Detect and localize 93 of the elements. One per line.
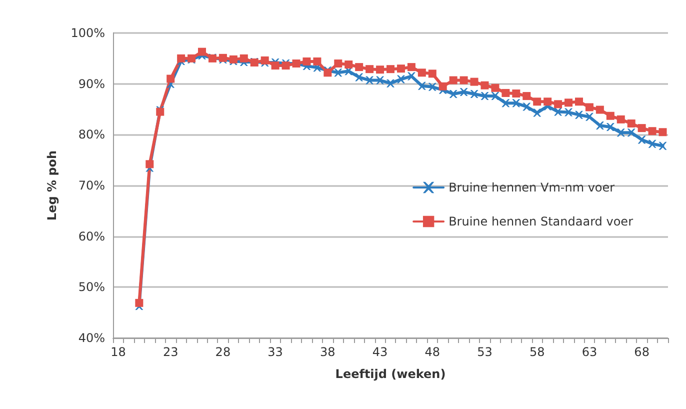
point [564, 98, 573, 107]
point [596, 106, 604, 114]
x-tick-label: 53 [477, 345, 492, 359]
x-tick-label: 68 [634, 345, 650, 359]
x-axis-title: Leeftijd (weken) [335, 367, 446, 381]
point [544, 98, 552, 106]
x-tick-label: 43 [372, 345, 388, 359]
point [376, 76, 384, 84]
y-tick-label: 90% [78, 76, 105, 91]
point [282, 62, 290, 70]
point [386, 65, 394, 74]
point [302, 57, 311, 66]
x-tick-label: 18 [110, 345, 126, 359]
point [648, 140, 656, 148]
point [533, 108, 542, 117]
point [533, 98, 542, 106]
point [512, 89, 520, 98]
point [366, 76, 374, 84]
point [438, 82, 447, 90]
x-tick-label: 38 [320, 345, 336, 359]
legend-label: Bruine hennen Vm-nm voer [448, 180, 615, 194]
point [334, 60, 342, 68]
point [470, 78, 478, 86]
point [344, 60, 353, 69]
point [449, 90, 458, 98]
point [512, 99, 520, 108]
point [554, 100, 562, 108]
point [396, 75, 405, 84]
point [658, 142, 667, 150]
point [146, 160, 154, 168]
point [502, 88, 510, 97]
x-tick-label: 58 [529, 345, 545, 359]
point [313, 57, 322, 66]
point [135, 298, 144, 307]
point [616, 115, 625, 124]
point [522, 102, 531, 111]
point [198, 48, 206, 56]
x-tick-label: 48 [424, 345, 440, 359]
x-tick-label: 23 [162, 345, 178, 359]
point [396, 64, 405, 73]
point [522, 92, 531, 100]
point [355, 63, 364, 72]
point [585, 112, 594, 121]
point [480, 81, 489, 90]
point [460, 76, 468, 84]
point [460, 88, 468, 96]
point [407, 63, 416, 72]
point [376, 66, 384, 74]
y-tick-label: 70% [78, 178, 105, 192]
point [491, 84, 500, 92]
point [606, 112, 614, 120]
point [596, 122, 604, 130]
point [366, 65, 374, 74]
point [658, 128, 667, 136]
point [638, 124, 646, 132]
y-tick-label: 80% [78, 128, 105, 142]
y-tick-label: 40% [78, 331, 105, 345]
point [418, 68, 426, 77]
point [428, 82, 436, 91]
y-tick-label: 60% [78, 229, 105, 244]
x-tick-label: 28 [215, 345, 231, 359]
y-axis-title: Leg % poh [45, 150, 59, 221]
point [564, 108, 573, 116]
point [648, 127, 656, 136]
point [177, 54, 186, 62]
point [502, 99, 510, 108]
point [574, 110, 583, 119]
point [638, 136, 646, 144]
point [491, 92, 500, 100]
point [574, 98, 583, 106]
x-tick-label: 63 [582, 345, 598, 359]
y-tick-label: 50% [78, 280, 105, 294]
point [240, 54, 248, 62]
point [334, 68, 342, 77]
point [554, 108, 562, 116]
point [428, 70, 436, 78]
point [418, 82, 426, 90]
point [470, 90, 478, 98]
point [166, 74, 175, 83]
point [480, 92, 489, 100]
y-tick-label: 100% [70, 26, 105, 40]
point [606, 123, 614, 132]
point [449, 76, 458, 84]
point [627, 119, 636, 128]
point [616, 128, 625, 137]
point [585, 103, 594, 112]
point [355, 73, 364, 82]
point [386, 79, 394, 88]
point [271, 62, 280, 70]
point [627, 128, 636, 137]
legend-label: Bruine hennen Standaard voer [448, 214, 634, 228]
x-tick-label: 33 [268, 345, 283, 359]
point [407, 72, 416, 80]
